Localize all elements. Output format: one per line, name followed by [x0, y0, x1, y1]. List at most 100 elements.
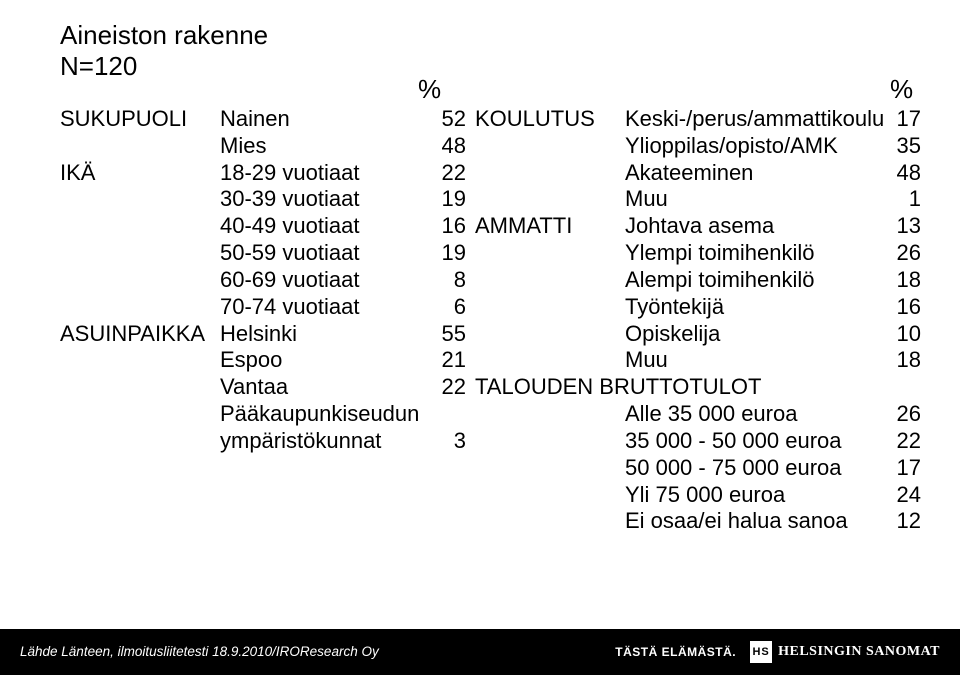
row-value: 21	[430, 347, 466, 374]
row-text: Työntekijä	[625, 294, 885, 321]
row-value: 17	[885, 455, 921, 482]
hs-logo-text: HELSINGIN SANOMAT	[778, 644, 940, 660]
table-row: 40-49 vuotiaat16	[60, 213, 455, 240]
row-text: 35 000 - 50 000 euroa	[625, 428, 885, 455]
row-text: ympäristökunnat	[220, 428, 430, 455]
row-value: 16	[430, 213, 466, 240]
row-label: ASUINPAIKKA	[60, 321, 220, 348]
row-value: 17	[885, 106, 921, 133]
table-row: Muu18	[475, 347, 920, 374]
row-value: 18	[885, 267, 921, 294]
row-value: 19	[430, 240, 466, 267]
table-row: 70-74 vuotiaat6	[60, 294, 455, 321]
row-value: 52	[430, 106, 466, 133]
title-line-1: Aineiston rakenne	[60, 20, 268, 51]
row-value: 48	[885, 160, 921, 187]
footer-slogan: TÄSTÄ ELÄMÄSTÄ.	[615, 645, 736, 659]
footer-right: TÄSTÄ ELÄMÄSTÄ. HS HELSINGIN SANOMAT	[615, 637, 940, 667]
table-row: TALOUDEN BRUTTOTULOT	[475, 374, 920, 401]
row-text: Ylioppilas/opisto/AMK	[625, 133, 885, 160]
table-row: Alempi toimihenkilö18	[475, 267, 920, 294]
row-value: 24	[885, 482, 921, 509]
row-value: 48	[430, 133, 466, 160]
row-label: SUKUPUOLI	[60, 106, 220, 133]
row-value: 26	[885, 240, 921, 267]
table-row: Ylioppilas/opisto/AMK35	[475, 133, 920, 160]
title: Aineiston rakenne N=120	[60, 20, 268, 82]
row-text: 50 000 - 75 000 euroa	[625, 455, 885, 482]
table-row: 35 000 - 50 000 euroa22	[475, 428, 920, 455]
title-line-2: N=120	[60, 51, 268, 82]
hs-logo: HS HELSINGIN SANOMAT	[750, 641, 940, 663]
row-text: Espoo	[220, 347, 430, 374]
row-value: 13	[885, 213, 921, 240]
footer-bar: Lähde Länteen, ilmoitusliitetesti 18.9.2…	[0, 629, 960, 675]
table-row: Akateeminen48	[475, 160, 920, 187]
row-text: Pääkaupunkiseudun	[220, 401, 430, 428]
row-value: 19	[430, 186, 466, 213]
row-value: 16	[885, 294, 921, 321]
table-row: KOULUTUSKeski-/perus/ammattikoulu17	[475, 106, 920, 133]
row-value: 6	[430, 294, 466, 321]
table-row: Ylempi toimihenkilö26	[475, 240, 920, 267]
row-text: Muu	[625, 186, 885, 213]
table-row: Ei osaa/ei halua sanoa12	[475, 508, 920, 535]
table-row: Mies48	[60, 133, 455, 160]
row-value: 8	[430, 267, 466, 294]
row-text: Mies	[220, 133, 430, 160]
row-value: 10	[885, 321, 921, 348]
table-row: ASUINPAIKKAHelsinki55	[60, 321, 455, 348]
table-row: 30-39 vuotiaat19	[60, 186, 455, 213]
row-value: 22	[430, 374, 466, 401]
table-row: Opiskelija10	[475, 321, 920, 348]
table-row: Espoo21	[60, 347, 455, 374]
row-text: Ylempi toimihenkilö	[625, 240, 885, 267]
row-text: Alle 35 000 euroa	[625, 401, 885, 428]
row-value: 3	[430, 428, 466, 455]
table-row: Vantaa22	[60, 374, 455, 401]
row-value: 1	[885, 186, 921, 213]
row-value: 18	[885, 347, 921, 374]
row-text: Helsinki	[220, 321, 430, 348]
row-text: Johtava asema	[625, 213, 885, 240]
row-value: 26	[885, 401, 921, 428]
table-row: 50 000 - 75 000 euroa17	[475, 455, 920, 482]
row-label: TALOUDEN BRUTTOTULOT	[475, 374, 761, 401]
table-row: AMMATTIJohtava asema13	[475, 213, 920, 240]
row-text: Vantaa	[220, 374, 430, 401]
row-text: 70-74 vuotiaat	[220, 294, 430, 321]
row-text: Nainen	[220, 106, 430, 133]
footer-source: Lähde Länteen, ilmoitusliitetesti 18.9.2…	[20, 644, 379, 659]
percent-header-left: %	[418, 74, 441, 105]
row-text: Opiskelija	[625, 321, 885, 348]
table-row: 60-69 vuotiaat8	[60, 267, 455, 294]
row-label: KOULUTUS	[475, 106, 625, 133]
slide: Aineiston rakenne N=120 % % SUKUPUOLINai…	[0, 0, 960, 675]
percent-header-right: %	[890, 74, 913, 105]
row-text: Ei osaa/ei halua sanoa	[625, 508, 885, 535]
row-value: 22	[430, 160, 466, 187]
row-label: AMMATTI	[475, 213, 625, 240]
right-column: KOULUTUSKeski-/perus/ammattikoulu17 Ylio…	[475, 106, 920, 535]
table-row: Alle 35 000 euroa26	[475, 401, 920, 428]
row-text: 60-69 vuotiaat	[220, 267, 430, 294]
table-row: Muu1	[475, 186, 920, 213]
table-row: 50-59 vuotiaat19	[60, 240, 455, 267]
left-column: SUKUPUOLINainen52 Mies48 IKÄ18-29 vuotia…	[60, 106, 455, 455]
row-text: 40-49 vuotiaat	[220, 213, 430, 240]
table-row: ympäristökunnat3	[60, 428, 455, 455]
table-row: Työntekijä16	[475, 294, 920, 321]
table-row: Yli 75 000 euroa24	[475, 482, 920, 509]
table-row: Pääkaupunkiseudun	[60, 401, 455, 428]
row-value: 12	[885, 508, 921, 535]
row-text: Yli 75 000 euroa	[625, 482, 885, 509]
row-text: Akateeminen	[625, 160, 885, 187]
hs-logo-icon: HS	[750, 641, 772, 663]
row-text: 50-59 vuotiaat	[220, 240, 430, 267]
table-row: IKÄ18-29 vuotiaat22	[60, 160, 455, 187]
row-text: Keski-/perus/ammattikoulu	[625, 106, 885, 133]
row-value: 35	[885, 133, 921, 160]
row-text: 18-29 vuotiaat	[220, 160, 430, 187]
row-text: 30-39 vuotiaat	[220, 186, 430, 213]
row-value: 55	[430, 321, 466, 348]
